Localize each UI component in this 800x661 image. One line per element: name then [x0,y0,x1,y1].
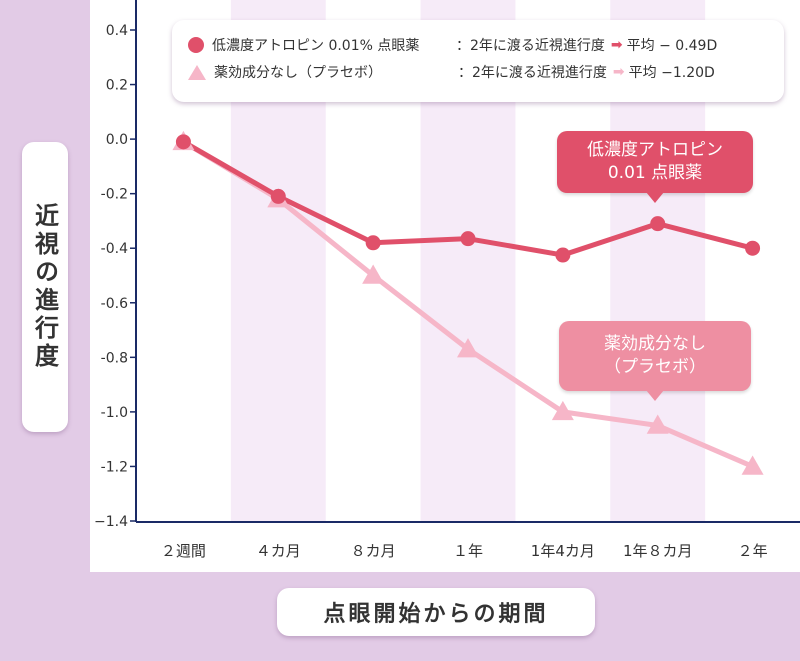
arrow-right-icon: ➡ [612,64,625,80]
x-tick-label: ８カ月 [351,542,396,560]
legend: 低濃度アトロピン 0.01% 点眼薬 ：2年に渡る近視進行度 ➡ 平均 − 0.… [172,20,784,102]
callout-placebo: 薬効成分なし （プラセボ） [559,321,751,401]
y-tick-label: -0.8 [101,350,128,366]
callout-tail [646,390,664,401]
data-point-atropine [460,231,476,247]
x-tick-label: ２年 [738,542,768,560]
callout-line: 薬効成分なし [604,334,706,354]
data-point-placebo [362,264,385,284]
y-tick-label: −1.4 [94,514,128,530]
x-tick-label: 1年８カ月 [623,542,693,560]
y-tick-label: 0.0 [106,132,128,148]
data-point-placebo [646,414,669,434]
y-tick-label: -0.4 [101,241,128,257]
y-tick-label: -0.2 [101,187,128,203]
data-point-atropine [270,188,286,204]
legend-series-name: 低濃度アトロピン 0.01% 点眼薬 [212,38,420,54]
callout-tail [646,192,664,203]
y-axis-label-box: 近視の進行度 [22,142,68,432]
y-tick-label: -0.6 [101,296,128,312]
x-tick-label: ２週間 [161,542,206,560]
legend-average: 平均 −1.20D [628,65,715,81]
callout-line: （プラセボ） [604,357,706,377]
data-point-atropine [650,216,666,232]
y-tick-label: 0.4 [106,23,128,39]
data-point-atropine [745,240,761,256]
legend-triangle-marker [188,64,206,80]
legend-period: ：2年に渡る近視進行度 [458,65,607,81]
x-axis-label: 点眼開始からの期間 [323,601,549,627]
data-point-placebo [551,400,574,421]
callout-line: 低濃度アトロピン [587,140,723,160]
arrow-right-icon: ➡ [610,37,623,53]
x-tick-label: 1年4カ月 [531,542,595,560]
legend-average: 平均 − 0.49D [626,38,718,54]
legend-item-atropine: 低濃度アトロピン 0.01% 点眼薬 ：2年に渡る近視進行度 ➡ 平均 − 0.… [188,34,717,56]
data-point-placebo [741,455,764,475]
data-point-placebo [457,338,479,358]
legend-period: ：2年に渡る近視進行度 [456,38,605,54]
callout-atropine: 低濃度アトロピン 0.01 点眼薬 [557,131,753,203]
y-axis-label: 近視の進行度 [30,203,60,371]
legend-item-placebo: 薬効成分なし（プラセボ） ：2年に渡る近視進行度 ➡ 平均 −1.20D [188,61,715,83]
x-tick-label: ４カ月 [256,542,301,560]
y-tick-label: -1.2 [101,459,128,475]
y-tick-label: -1.0 [101,405,128,421]
legend-series-name: 薬効成分なし（プラセボ） [214,65,382,81]
data-point-atropine [555,247,571,263]
x-tick-label: １年 [453,542,483,560]
callout-line: 0.01 点眼薬 [607,163,703,183]
data-point-atropine [365,235,381,251]
x-axis-label-box: 点眼開始からの期間 [277,588,595,636]
legend-circle-marker [188,37,204,53]
y-tick-label: 0.2 [106,78,128,94]
data-point-atropine [175,134,191,150]
